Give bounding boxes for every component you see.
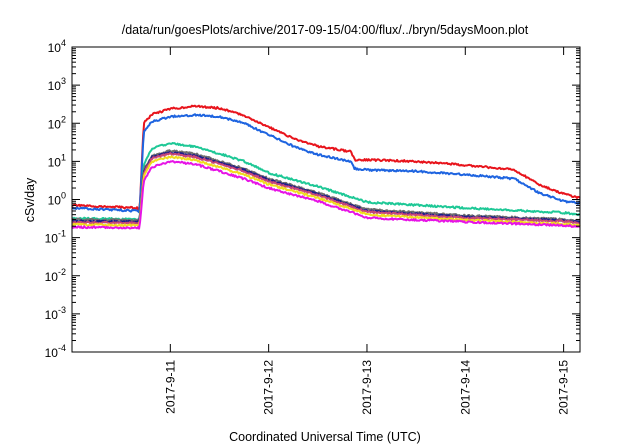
series-line-1: [71, 104, 581, 211]
x-tick-label: 2017-9-13: [360, 360, 374, 415]
chart-title: /data/run/goesPlots/archive/2017-09-15/0…: [122, 23, 529, 37]
y-axis-label: cSv/day: [23, 177, 37, 222]
x-tick-label: 2017-9-11: [163, 360, 177, 414]
x-tick-label: 2017-9-15: [557, 360, 571, 415]
series-line-6: [71, 152, 581, 225]
x-tick-label: 2017-9-12: [262, 360, 276, 415]
x-axis-label: Coordinated Universal Time (UTC): [229, 430, 421, 444]
y-tick-label: 10-2: [45, 267, 66, 284]
y-tick-label: 104: [48, 38, 66, 55]
y-tick-label: 102: [48, 114, 66, 131]
y-tick-label: 100: [48, 191, 66, 208]
y-tick-label: 10-1: [45, 229, 66, 246]
series-line-2: [71, 113, 581, 214]
series-line-3: [71, 141, 581, 222]
y-tick-label: 101: [48, 152, 66, 169]
y-tick-label: 10-3: [45, 305, 66, 322]
axis-layer: 10-4 10-3 10-2 10-1 100 101 102 103 104 2017-9-11…: [45, 38, 580, 415]
series-line-8: [71, 160, 581, 230]
x-tick-label: 2017-9-14: [458, 360, 472, 415]
series-line-5: [71, 151, 581, 224]
series-line-4: [71, 149, 581, 223]
plot-frame: [71, 46, 581, 353]
series-layer: [71, 104, 581, 230]
y-tick-label: 10-4: [45, 343, 66, 360]
series-line-7: [71, 155, 581, 228]
y-tick-label: 103: [48, 76, 66, 93]
